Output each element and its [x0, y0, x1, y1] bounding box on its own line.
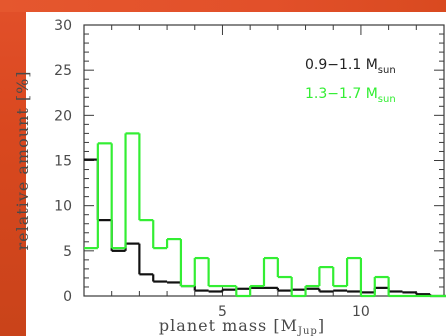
y-tick-label: 5	[63, 244, 72, 260]
x-axis-label-bracket: ]	[318, 316, 325, 335]
x-axis-label-subscript: Jup	[297, 326, 318, 336]
legend-entry-series-1: 0.9−1.1 Msun	[305, 57, 396, 76]
background-strip-left	[0, 0, 26, 336]
y-axis-label: relative amount [%]	[13, 70, 32, 250]
legend-subscript: sun	[378, 94, 396, 105]
y-tick-label: 20	[54, 108, 72, 124]
y-tick-label: 0	[63, 289, 72, 305]
y-tick-label: 30	[54, 18, 72, 34]
legend-subscript: sun	[378, 65, 396, 76]
x-tick-label: 10	[352, 304, 370, 320]
y-tick-label: 25	[54, 63, 72, 79]
y-tick-label: 10	[54, 199, 72, 215]
x-axis-label: planet mass [MJup]	[159, 316, 325, 336]
y-tick-label: 15	[54, 154, 72, 170]
background-strip-top	[0, 0, 446, 12]
x-tick-label: 5	[218, 304, 227, 320]
legend-entry-series-2: 1.3−1.7 Msun	[305, 86, 396, 105]
